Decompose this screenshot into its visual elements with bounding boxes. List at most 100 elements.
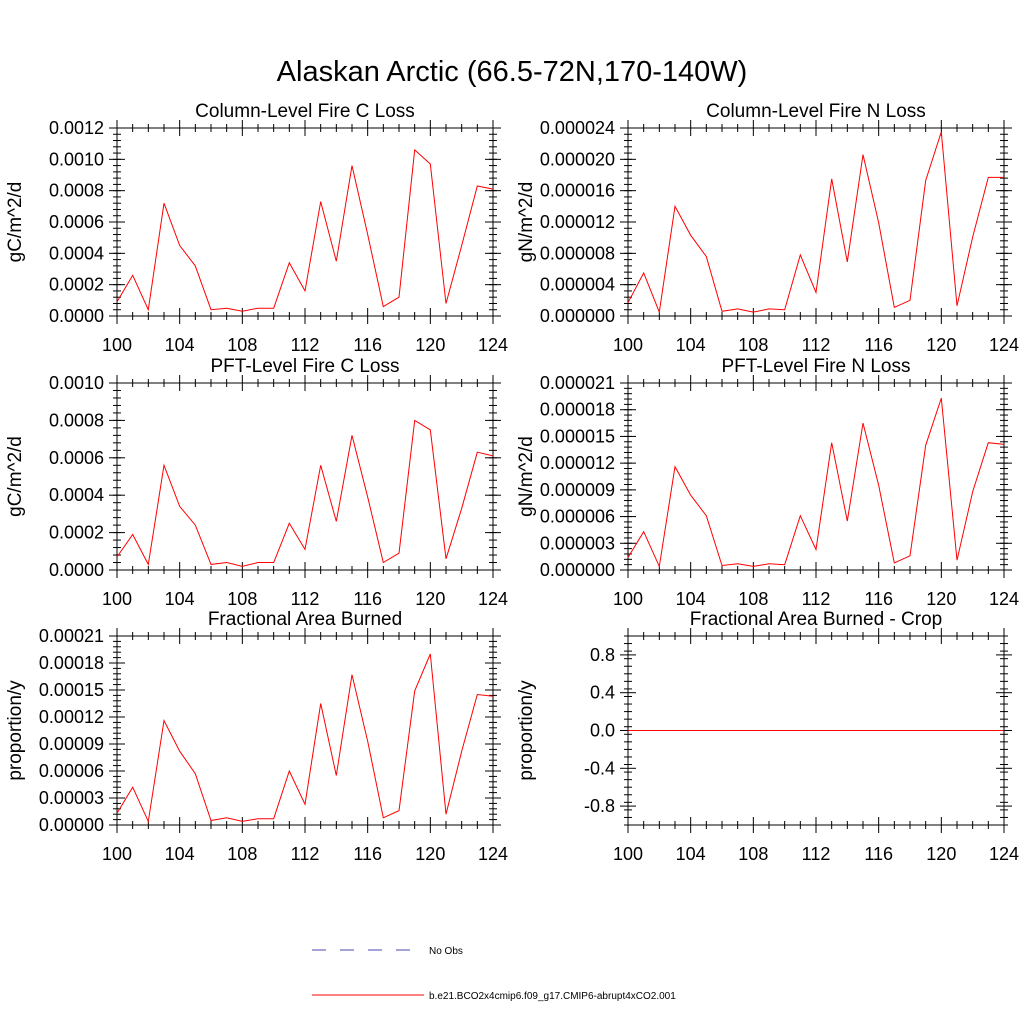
x-tick-label: 108	[227, 844, 257, 864]
x-tick-label: 112	[802, 335, 831, 355]
panel-title: Fractional Area Burned - Crop	[690, 609, 942, 630]
y-tick-label: 0.00003	[39, 788, 104, 808]
x-tick-label: 112	[802, 844, 831, 864]
series-line	[116, 653, 494, 824]
panel-6: Fractional Area Burned - Crop proportion/…	[516, 609, 1019, 864]
y-tick-label: 0.000009	[540, 480, 615, 500]
x-tick-label: 100	[613, 844, 643, 864]
y-tick-label: 0.0	[590, 721, 615, 741]
y-tick-label: 0.000003	[540, 533, 615, 553]
panel-title: PFT-Level Fire N Loss	[722, 356, 911, 377]
x-tick-label: 124	[478, 589, 508, 609]
x-tick-label: 108	[227, 335, 257, 355]
y-tick-label: 0.000021	[540, 373, 615, 393]
x-tick-label: 120	[415, 844, 445, 864]
x-tick-label: 108	[227, 589, 257, 609]
y-tick-label: 0.0000	[49, 306, 104, 326]
x-tick-label: 108	[738, 589, 768, 609]
figure-title: Alaskan Arctic (66.5-72N,170-140W)	[277, 56, 748, 88]
x-tick-label: 108	[738, 335, 768, 355]
x-tick-label: 112	[802, 589, 831, 609]
y-tick-label: 0.0006	[49, 212, 104, 232]
y-axis-label: gN/m^2/d	[516, 182, 537, 263]
y-tick-label: 0.000012	[540, 212, 615, 232]
y-tick-label: 0.000016	[540, 181, 615, 201]
x-tick-label: 108	[738, 844, 768, 864]
y-tick-label: 0.0008	[49, 181, 104, 201]
y-tick-label: 0.00021	[39, 626, 104, 646]
x-tick-label: 124	[989, 844, 1019, 864]
y-tick-label: -0.4	[584, 758, 615, 778]
y-axis-label: proportion/y	[516, 680, 537, 781]
panel-2: Column-Level Fire N Loss gN/m^2/d 100 104 10…	[516, 101, 1019, 355]
y-axis-label: proportion/y	[5, 680, 26, 781]
x-tick-label: 104	[676, 335, 706, 355]
y-tick-label: 0.4	[590, 683, 615, 703]
y-tick-label: 0.0002	[49, 275, 104, 295]
y-tick-label: 0.00009	[39, 734, 104, 754]
y-tick-label: 0.000006	[540, 507, 615, 527]
panels: Column-Level Fire C Loss gC/m^2/d 100 104 10…	[5, 101, 1019, 864]
series-line	[116, 148, 494, 312]
legend-label-model-run: b.e21.BCO2x4cmip6.f09_g17.CMIP6-abrupt4x…	[429, 991, 676, 1002]
panel-5: Fractional Area Burned proportion/y 100 104…	[5, 609, 508, 864]
x-tick-label: 124	[989, 589, 1019, 609]
y-tick-label: 0.0002	[49, 523, 104, 543]
y-tick-label: 0.000008	[540, 243, 615, 263]
x-tick-label: 116	[353, 589, 382, 609]
x-tick-label: 100	[613, 335, 643, 355]
panel-title: Column-Level Fire N Loss	[706, 101, 926, 122]
x-tick-label: 120	[926, 335, 956, 355]
y-tick-label: 0.000000	[540, 306, 615, 326]
x-tick-label: 116	[353, 335, 382, 355]
y-tick-label: 0.0004	[49, 243, 104, 263]
plot-frame	[627, 382, 1005, 571]
y-tick-label: 0.0010	[49, 373, 104, 393]
panel-3: PFT-Level Fire C Loss gC/m^2/d 100 104 108 11…	[5, 356, 508, 609]
x-tick-label: 104	[165, 844, 195, 864]
series-line	[116, 419, 494, 567]
y-tick-label: 0.000020	[540, 149, 615, 169]
panel-title: Fractional Area Burned	[208, 609, 402, 630]
y-tick-label: 0.000012	[540, 453, 615, 473]
y-axis-label: gC/m^2/d	[5, 182, 26, 263]
legend-label-no-obs: No Obs	[429, 946, 463, 957]
y-tick-label: 0.00012	[39, 707, 104, 727]
legend: No Obs b.e21.BCO2x4cmip6.f09_g17.CMIP6-a…	[312, 946, 676, 1002]
y-tick-label: 0.8	[590, 645, 615, 665]
y-tick-label: 0.00018	[39, 653, 104, 673]
y-tick-label: 0.00000	[39, 815, 104, 835]
x-tick-label: 112	[291, 844, 320, 864]
x-tick-label: 120	[415, 335, 445, 355]
x-tick-label: 116	[353, 844, 382, 864]
y-tick-label: 0.00006	[39, 761, 104, 781]
plot-frame	[627, 127, 1005, 317]
plot-frame	[116, 382, 494, 571]
y-axis-label: gC/m^2/d	[5, 436, 26, 517]
y-tick-label: 0.0012	[49, 118, 104, 138]
x-tick-label: 104	[676, 844, 706, 864]
x-tick-label: 120	[926, 844, 956, 864]
panel-4: PFT-Level Fire N Loss gN/m^2/d 100 104 108 11…	[516, 356, 1019, 609]
y-tick-label: 0.000004	[540, 275, 615, 295]
y-tick-label: 0.000015	[540, 426, 615, 446]
x-tick-label: 116	[864, 844, 893, 864]
x-tick-label: 120	[926, 589, 956, 609]
y-tick-label: -0.8	[584, 796, 615, 816]
x-tick-label: 124	[478, 844, 508, 864]
x-tick-label: 100	[102, 589, 132, 609]
y-tick-label: 0.0000	[49, 560, 104, 580]
y-tick-label: 0.0004	[49, 485, 104, 505]
panel-1: Column-Level Fire C Loss gC/m^2/d 100 104 10…	[5, 101, 508, 355]
panel-title: PFT-Level Fire C Loss	[211, 356, 400, 377]
x-tick-label: 116	[864, 335, 893, 355]
plot-frame	[116, 635, 494, 826]
y-tick-label: 0.000018	[540, 400, 615, 420]
x-tick-label: 124	[989, 335, 1019, 355]
y-tick-label: 0.0006	[49, 448, 104, 468]
x-tick-label: 100	[613, 589, 643, 609]
x-tick-label: 112	[291, 335, 320, 355]
y-axis-label: gN/m^2/d	[516, 436, 537, 517]
series-line	[627, 131, 1004, 315]
